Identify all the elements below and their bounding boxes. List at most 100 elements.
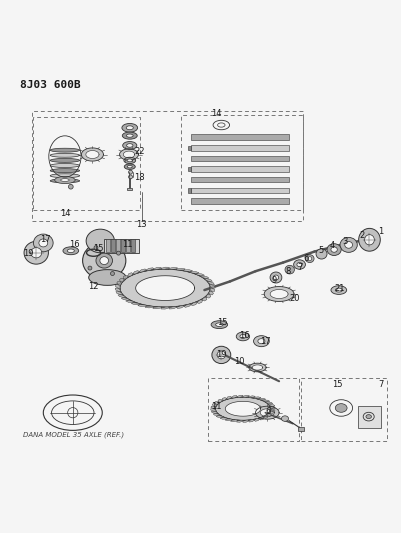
Bar xyxy=(121,239,125,252)
Text: 2: 2 xyxy=(359,231,364,239)
Text: 16: 16 xyxy=(239,331,250,340)
Polygon shape xyxy=(260,409,274,417)
Polygon shape xyxy=(132,271,140,275)
Polygon shape xyxy=(119,278,126,284)
Polygon shape xyxy=(138,269,147,273)
Ellipse shape xyxy=(50,154,80,157)
Text: 6: 6 xyxy=(303,254,308,263)
Text: 10: 10 xyxy=(234,357,244,366)
Polygon shape xyxy=(207,280,215,285)
Bar xyxy=(188,188,191,192)
Polygon shape xyxy=(169,306,180,309)
Polygon shape xyxy=(251,397,261,399)
Polygon shape xyxy=(262,414,268,418)
Ellipse shape xyxy=(316,249,327,259)
Polygon shape xyxy=(196,298,203,303)
Bar xyxy=(191,156,289,161)
Polygon shape xyxy=(210,287,215,292)
Ellipse shape xyxy=(50,164,80,167)
Polygon shape xyxy=(264,401,273,405)
Ellipse shape xyxy=(55,176,75,183)
Text: 13: 13 xyxy=(136,220,147,229)
Bar xyxy=(116,239,120,252)
Polygon shape xyxy=(120,269,210,307)
Polygon shape xyxy=(255,406,279,419)
Ellipse shape xyxy=(94,246,98,249)
Text: 21: 21 xyxy=(335,284,345,293)
Polygon shape xyxy=(165,268,177,270)
Polygon shape xyxy=(216,415,225,418)
Ellipse shape xyxy=(100,257,109,264)
Ellipse shape xyxy=(83,242,126,279)
Ellipse shape xyxy=(273,275,279,280)
Ellipse shape xyxy=(122,124,138,132)
Bar xyxy=(128,188,132,190)
Polygon shape xyxy=(260,400,270,402)
Bar xyxy=(191,188,289,193)
Polygon shape xyxy=(116,291,124,296)
Ellipse shape xyxy=(24,241,49,264)
Ellipse shape xyxy=(345,241,352,248)
Text: 8: 8 xyxy=(286,266,291,276)
Bar xyxy=(191,198,289,204)
Ellipse shape xyxy=(258,338,265,344)
Polygon shape xyxy=(176,305,186,309)
Polygon shape xyxy=(225,401,261,416)
Bar xyxy=(111,239,115,252)
Polygon shape xyxy=(267,403,275,407)
Text: 22: 22 xyxy=(134,147,145,156)
Bar xyxy=(191,145,289,150)
Polygon shape xyxy=(270,289,288,298)
Text: 12: 12 xyxy=(88,281,99,290)
Polygon shape xyxy=(158,267,169,269)
Ellipse shape xyxy=(50,174,80,177)
Bar xyxy=(32,111,303,221)
Bar xyxy=(191,177,289,182)
Polygon shape xyxy=(240,395,249,398)
Ellipse shape xyxy=(31,248,42,258)
Text: 15: 15 xyxy=(332,380,342,389)
Polygon shape xyxy=(269,406,275,409)
Text: 20: 20 xyxy=(290,294,300,303)
Polygon shape xyxy=(237,420,246,422)
Polygon shape xyxy=(225,396,233,400)
Polygon shape xyxy=(145,305,158,308)
Text: 11: 11 xyxy=(211,402,221,411)
Text: 14: 14 xyxy=(211,109,221,118)
Ellipse shape xyxy=(117,251,120,255)
Ellipse shape xyxy=(365,235,375,245)
Ellipse shape xyxy=(340,237,357,252)
Polygon shape xyxy=(252,365,263,370)
Polygon shape xyxy=(215,401,220,406)
Ellipse shape xyxy=(50,179,80,183)
Polygon shape xyxy=(266,412,271,416)
Ellipse shape xyxy=(127,144,133,147)
Polygon shape xyxy=(212,403,217,408)
Text: 9: 9 xyxy=(272,276,277,285)
Polygon shape xyxy=(86,150,99,158)
Text: 15: 15 xyxy=(93,244,103,253)
Ellipse shape xyxy=(217,351,226,359)
Ellipse shape xyxy=(211,321,228,328)
Ellipse shape xyxy=(126,134,133,137)
Text: 7: 7 xyxy=(379,380,384,389)
Ellipse shape xyxy=(111,272,114,276)
Polygon shape xyxy=(186,271,199,274)
Ellipse shape xyxy=(331,247,337,252)
Ellipse shape xyxy=(216,323,223,326)
Polygon shape xyxy=(201,296,207,301)
Polygon shape xyxy=(246,396,255,398)
Polygon shape xyxy=(209,284,215,288)
Polygon shape xyxy=(126,300,138,303)
Ellipse shape xyxy=(69,184,73,189)
Ellipse shape xyxy=(50,168,80,173)
Polygon shape xyxy=(205,293,211,298)
Polygon shape xyxy=(213,413,222,416)
Polygon shape xyxy=(220,417,230,419)
Ellipse shape xyxy=(88,266,92,270)
Ellipse shape xyxy=(270,272,282,283)
Bar xyxy=(181,115,303,209)
Polygon shape xyxy=(211,406,216,410)
Text: 16: 16 xyxy=(69,240,79,249)
Ellipse shape xyxy=(335,288,342,292)
